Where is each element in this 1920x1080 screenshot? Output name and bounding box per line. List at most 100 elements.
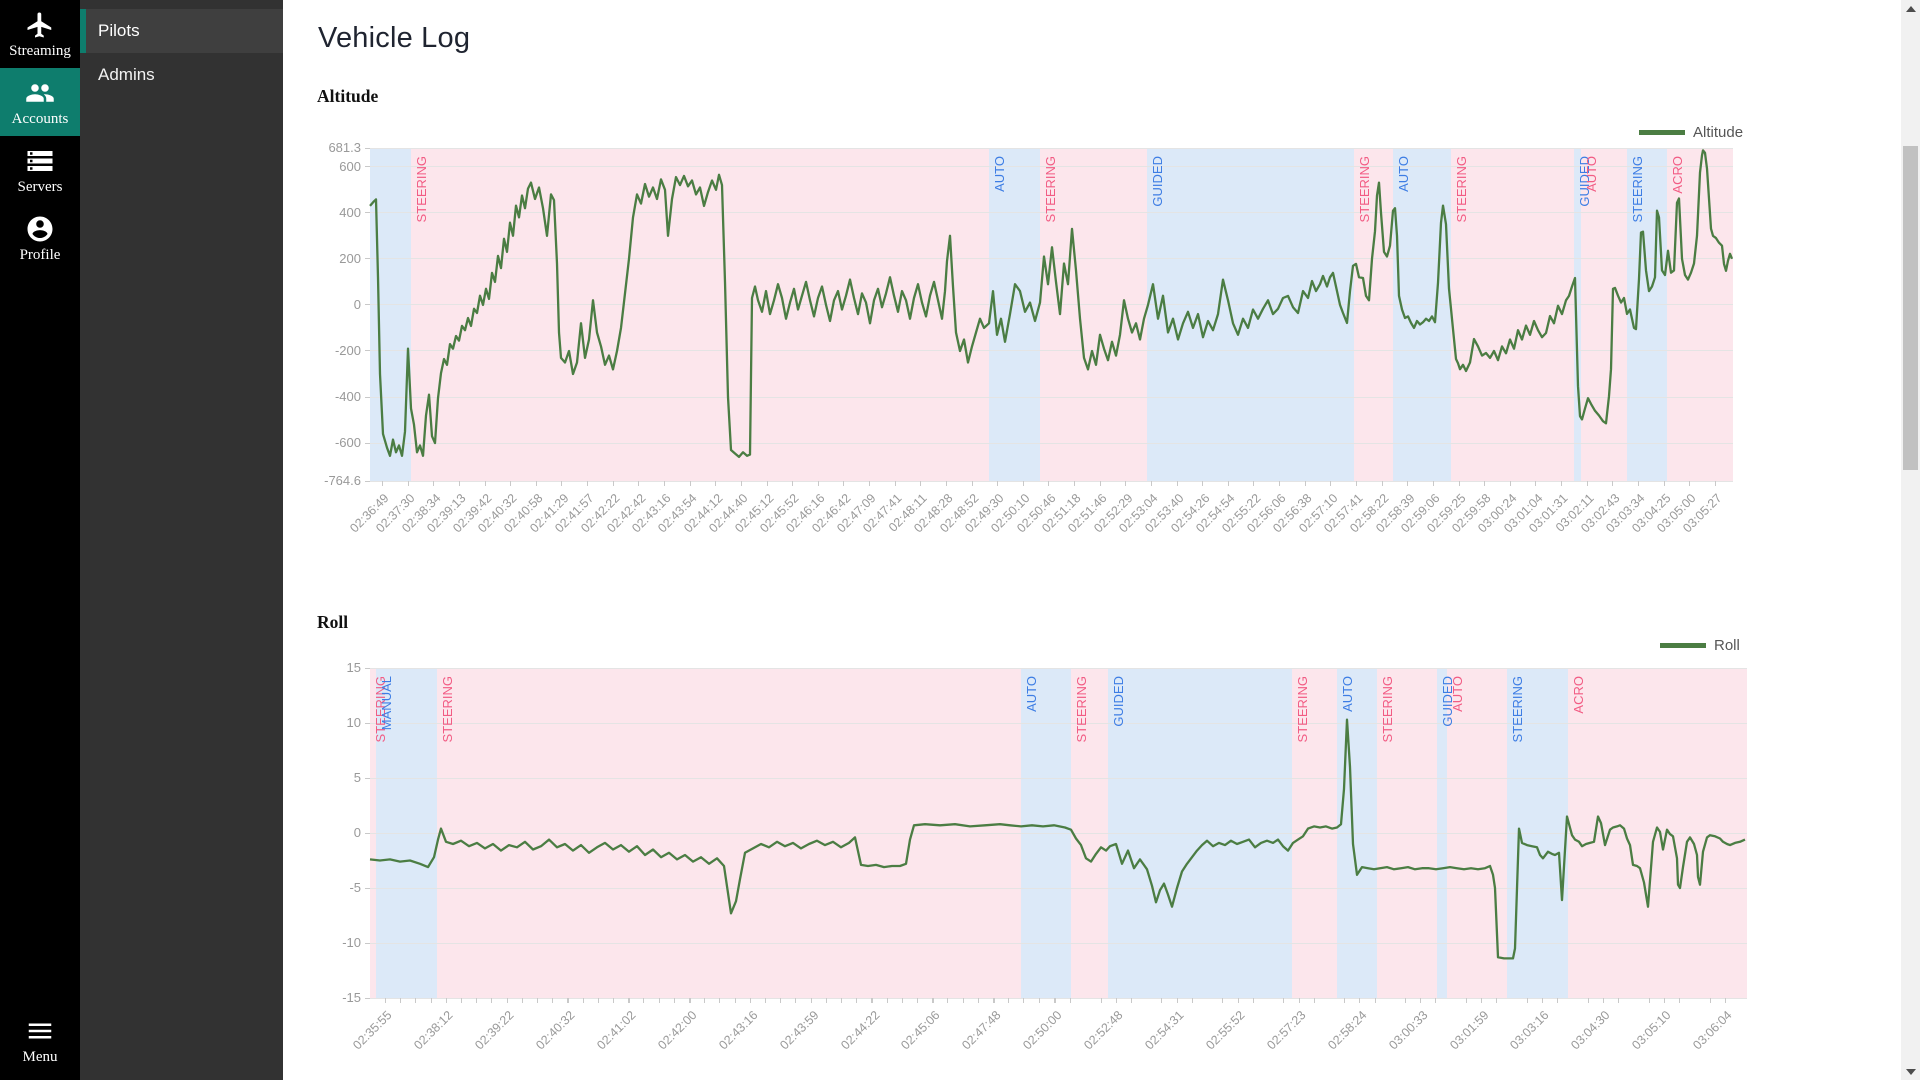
mode-label-steering: STEERING — [1074, 676, 1089, 743]
sidebar-item-profile[interactable]: Profile — [0, 204, 80, 272]
x-tick-mark — [1048, 481, 1050, 486]
x-minor-tick — [521, 998, 523, 1003]
mode-band-auto — [989, 148, 1040, 481]
x-tick-label: 02:52:48 — [1081, 1008, 1126, 1053]
altitude-legend-label: Altitude — [1693, 124, 1744, 141]
x-tick-mark — [1304, 481, 1306, 486]
mode-label-auto: AUTO — [1450, 676, 1465, 712]
roll-series-line — [369, 718, 1746, 960]
mode-band-steering — [1451, 148, 1574, 481]
x-minor-tick — [765, 998, 766, 1003]
x-tick-label: 03:04:30 — [1568, 1008, 1613, 1053]
y-tick-mark — [365, 350, 370, 352]
menu-hamburger-icon — [28, 1023, 52, 1039]
x-minor-tick — [476, 998, 478, 1003]
scrollbar-up-arrow[interactable] — [1901, 0, 1920, 17]
x-tick-mark — [766, 481, 768, 486]
x-minor-tick — [1252, 998, 1254, 1003]
x-tick-label: 02:54:31 — [1142, 1008, 1187, 1053]
sidebar-item-admins[interactable]: Admins — [80, 53, 283, 97]
x-tick-label: 03:00:33 — [1385, 1008, 1431, 1053]
y-tick-label: -15 — [342, 990, 361, 1005]
x-minor-tick — [704, 998, 706, 1003]
sidebar-item-streaming[interactable]: Streaming — [0, 0, 80, 68]
gridline — [370, 147, 1733, 149]
x-tick-mark — [689, 998, 691, 1003]
x-minor-tick — [1313, 998, 1315, 1003]
x-minor-tick — [1344, 998, 1346, 1003]
x-minor-tick — [1374, 998, 1376, 1003]
x-minor-tick — [1526, 998, 1528, 1003]
x-minor-tick — [1038, 998, 1040, 1003]
altitude-plot-area[interactable]: 681.3 600 400 200 0 -200 -400 -600 -764.6 STEERIN… — [324, 140, 1734, 535]
gridline — [370, 396, 1733, 398]
sidebar-item-label: Pilots — [98, 21, 140, 40]
x-tick-mark — [750, 998, 752, 1003]
x-tick-label: 02:55:52 — [1203, 1008, 1248, 1053]
x-minor-tick — [901, 998, 903, 1003]
x-minor-tick — [1023, 998, 1025, 1003]
group-icon — [26, 84, 54, 102]
x-minor-tick — [1435, 998, 1437, 1003]
gridline — [370, 887, 1747, 889]
x-tick-mark — [510, 481, 512, 486]
y-tick-label: -5 — [349, 880, 361, 895]
vertical-scrollbar[interactable] — [1901, 0, 1920, 1080]
sidebar-item-pilots[interactable]: Pilots — [80, 9, 283, 53]
x-tick-mark — [1484, 481, 1486, 486]
x-tick-mark — [811, 998, 813, 1003]
x-minor-tick — [1557, 998, 1559, 1003]
x-minor-tick — [947, 998, 949, 1003]
mode-label-steering: STEERING — [440, 676, 455, 743]
x-minor-tick — [1161, 998, 1163, 1003]
x-tick-mark — [1509, 481, 1511, 486]
account-circle-icon — [27, 216, 53, 242]
x-tick-mark — [382, 481, 383, 486]
scrollbar-down-arrow[interactable] — [1901, 1063, 1920, 1080]
x-minor-tick — [886, 998, 888, 1003]
mode-label-guided: GUIDED — [1150, 156, 1165, 207]
x-tick-mark — [689, 481, 691, 486]
x-tick-mark — [385, 998, 386, 1003]
x-tick-mark — [1202, 481, 1204, 486]
y-tick-mark — [365, 722, 370, 724]
sidebar-item-label: Menu — [22, 1049, 58, 1065]
y-tick-label: -400 — [334, 389, 361, 405]
roll-plot-area[interactable]: 15 10 5 0 -5 -10 -15 STEERING MANUAL STEERING AUTO… — [342, 660, 1747, 1052]
sidebar-item-menu[interactable]: Menu — [0, 1006, 80, 1074]
y-tick-mark — [365, 667, 370, 669]
x-tick-label: 02:47:48 — [959, 1008, 1004, 1053]
mode-label-acro: ACRO — [1670, 156, 1685, 194]
x-tick-mark — [817, 481, 819, 486]
mode-label-steering: STEERING — [1357, 156, 1372, 223]
x-tick-mark — [1481, 998, 1483, 1003]
x-tick-mark — [1125, 481, 1127, 486]
x-tick-mark — [1561, 481, 1562, 486]
x-tick-mark — [843, 481, 845, 486]
up-arrow-icon — [1905, 5, 1916, 12]
altitude-legend[interactable]: Altitude — [1639, 124, 1743, 141]
sidebar-item-servers[interactable]: Servers — [0, 136, 80, 204]
x-tick-label: 03:06:04 — [1690, 1008, 1735, 1053]
down-arrow-icon — [1905, 1068, 1916, 1075]
x-tick-mark — [1381, 481, 1383, 486]
x-tick-label: 03:03:16 — [1507, 1008, 1552, 1053]
storage-icon — [27, 151, 53, 171]
y-tick-label: -10 — [342, 935, 361, 950]
sidebar-item-label: Servers — [17, 179, 63, 195]
x-minor-tick — [871, 998, 873, 1003]
x-minor-tick — [749, 998, 751, 1003]
x-tick-mark — [567, 998, 569, 1003]
x-tick-mark — [1407, 481, 1409, 486]
scrollbar-thumb[interactable] — [1903, 146, 1918, 470]
y-tick-mark — [365, 396, 370, 398]
sidebar-item-accounts[interactable]: Accounts — [0, 68, 80, 136]
x-tick-mark — [740, 481, 742, 486]
x-tick-mark — [1253, 481, 1255, 486]
mode-band-steering — [1354, 148, 1393, 481]
roll-legend[interactable]: Roll — [1660, 637, 1740, 654]
x-minor-tick — [825, 998, 827, 1003]
x-minor-tick — [977, 998, 979, 1003]
x-tick-mark — [933, 998, 935, 1003]
y-tick-mark — [365, 887, 370, 889]
